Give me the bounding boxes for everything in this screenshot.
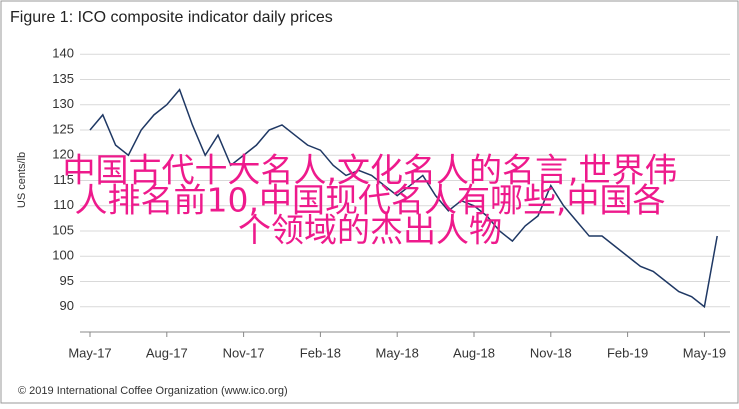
x-tick-label: May-17: [68, 345, 111, 360]
x-tick-label: May-19: [683, 345, 726, 360]
plot: 90 95 100 105 110 115 120 125 130 135 140 May-17 Aug…: [52, 46, 730, 360]
y-tick-label: 105: [52, 222, 74, 237]
source: © 2019 International Coffee Organization…: [18, 385, 288, 397]
x-tick-label: Nov-18: [530, 345, 572, 360]
x-tick-label: Aug-17: [146, 345, 188, 360]
x-tick-label: Aug-18: [453, 345, 495, 360]
y-tick-label: 140: [52, 46, 74, 61]
x-tick-label: Nov-17: [223, 345, 265, 360]
price-line: [89, 88, 718, 309]
overlay-text: 人排名前10,中国现代名人有哪些,中国各: [75, 181, 666, 220]
x-tick-label: Feb-18: [300, 345, 341, 360]
y-tick-label: 115: [53, 172, 74, 187]
y-tick-label: 125: [52, 121, 74, 136]
overlay-text: 中国古代十大名人,文化名人的名言,世界伟: [63, 151, 678, 190]
y-tick-label: 120: [52, 147, 74, 162]
y-tick-label: 90: [60, 298, 74, 313]
y-tick-label: 110: [53, 197, 74, 212]
overlay: 中国古代十大名人,文化名人的名言,世界伟人排名前10,中国现代名人有哪些,中国各…: [63, 151, 678, 250]
y-tick-label: 130: [52, 96, 74, 111]
y-axis-label: US cents/lb: [16, 152, 28, 208]
overlay-text: 个领域的杰出人物: [238, 211, 502, 250]
x-tick-label: May-18: [376, 345, 419, 360]
y-tick-label: 100: [52, 248, 74, 263]
y-tick-label: 135: [52, 71, 74, 86]
x-tick-label: Feb-19: [607, 345, 648, 360]
y-tick-label: 95: [60, 273, 74, 288]
chart-title: Figure 1: ICO composite indicator daily …: [10, 9, 333, 26]
